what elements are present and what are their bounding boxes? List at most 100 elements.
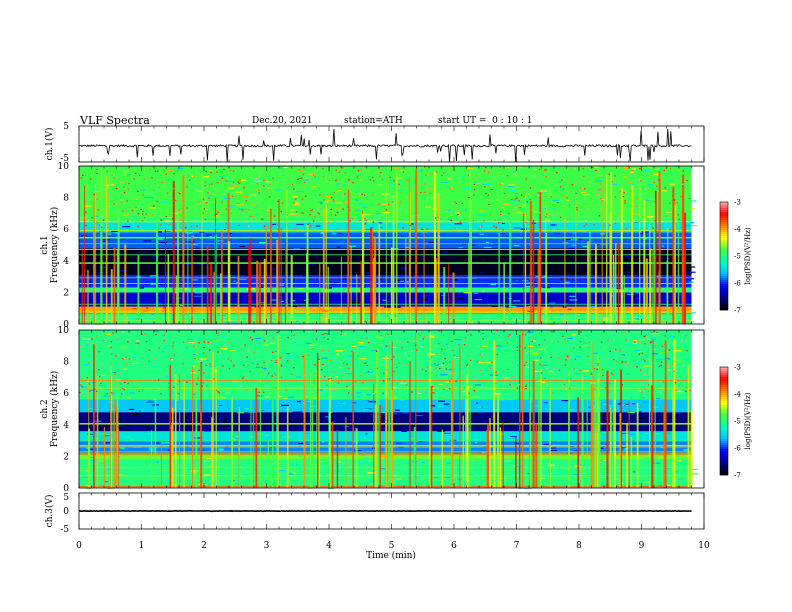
spectrogram-peak [334, 371, 336, 373]
spectrogram-peak [180, 219, 182, 222]
spectrogram-speckle [192, 279, 198, 281]
spectrogram-speckle [323, 333, 329, 335]
spectrogram-speckle [122, 368, 127, 370]
spectrogram-speckle [647, 184, 653, 186]
spectrogram-peak [315, 338, 318, 340]
spectrogram-peak [416, 349, 418, 351]
spectrogram-speckle [449, 280, 453, 282]
spectrogram-speckle [89, 456, 94, 458]
colorbar-step [720, 264, 728, 267]
spectrogram-peak [664, 168, 667, 170]
spectrogram-peak [651, 332, 653, 334]
spectrogram-peak [269, 206, 271, 208]
spectrogram-sferic [187, 173, 189, 324]
spectrogram-speckle [338, 366, 342, 369]
spectrogram-speckle [233, 280, 236, 282]
spectrogram-peak [276, 359, 278, 361]
spectrogram-speckle [514, 227, 521, 229]
spectrogram-sferic [211, 417, 213, 488]
spectrogram-peak [519, 206, 522, 209]
spectrogram-peak [675, 390, 677, 392]
spectrogram-peak [625, 339, 627, 341]
spectrogram-peak [468, 197, 470, 199]
spectrogram-speckle [79, 217, 87, 219]
colorbar-step [720, 240, 728, 243]
spectrogram-sferic [545, 200, 547, 324]
spectrogram-peak [421, 368, 424, 370]
spectrogram-peak [580, 331, 582, 333]
spectrogram-sferic [609, 407, 612, 488]
spectrogram-peak [399, 208, 401, 210]
spectrogram-speckle [484, 169, 492, 171]
spectrogram-peak [173, 200, 175, 202]
spectrogram-peak [97, 209, 100, 211]
spectrogram-speckle [530, 379, 534, 381]
colorbar-step [720, 465, 728, 468]
spectrogram-speckle [584, 273, 587, 275]
spectrogram-speckle [558, 395, 563, 397]
spectrogram-speckle [475, 442, 478, 444]
spectrogram-speckle [162, 469, 166, 471]
colorbar-step [720, 463, 728, 466]
spectrogram-speckle [572, 270, 578, 272]
spectrogram-peak [245, 196, 248, 198]
spectrogram-peak [330, 173, 333, 175]
spectrogram-peak [526, 352, 528, 354]
spectrogram-speckle [317, 389, 323, 391]
spectrogram-speckle [387, 301, 390, 303]
spectrogram-speckle [161, 200, 167, 203]
spectrogram-speckle [645, 432, 652, 434]
spectrogram-speckle [533, 281, 537, 283]
spectrogram-speckle [361, 336, 364, 338]
spectrogram-speckle [448, 178, 452, 180]
spectrogram-peak [262, 218, 264, 220]
spectrogram-peak [479, 369, 482, 371]
spectrogram-peak [379, 175, 381, 177]
colorbar-step [720, 214, 728, 217]
spectrogram-sferic [593, 405, 596, 488]
spectrogram-speckle [223, 267, 228, 269]
colorbar-step [720, 228, 728, 231]
colorbar-step [720, 292, 728, 295]
spectrogram-speckle [283, 397, 288, 400]
spectrogram-speckle [175, 399, 179, 401]
spectrogram-peak [451, 340, 453, 342]
colorbar-step [720, 367, 728, 370]
spectrogram-speckle [583, 375, 587, 377]
spectrogram-speckle [646, 338, 651, 340]
spectrogram-peak [125, 336, 127, 338]
spectrogram-speckle [656, 397, 660, 399]
spectrogram-sferic [435, 258, 437, 324]
spectrogram-speckle [362, 206, 368, 208]
spectrogram-peak [275, 361, 277, 364]
spectrogram-sferic [540, 368, 542, 488]
spectrogram-speckle [459, 368, 464, 370]
spectrogram-speckle [331, 353, 335, 355]
spectrogram-narrowband [79, 230, 692, 231]
spectrogram-speckle [221, 192, 225, 195]
spectrogram-speckle [463, 292, 472, 294]
spectrogram-speckle [566, 238, 571, 240]
spectrogram-speckle [623, 166, 629, 168]
spectrogram-speckle [397, 224, 406, 226]
spectrogram-peak [145, 340, 148, 343]
spectrogram-peak [354, 209, 357, 211]
spectrogram-peak [243, 187, 245, 189]
spectrogram-speckle [682, 436, 688, 438]
spectrogram-peak [322, 194, 325, 196]
spectrogram-peak [96, 336, 98, 338]
spectrogram-speckle [474, 298, 482, 301]
spectrogram-peak [247, 330, 250, 333]
spectrogram-peak [322, 363, 324, 365]
spectrogram-speckle [631, 213, 638, 215]
spectrogram-speckle [164, 172, 167, 174]
spectrogram-speckle [375, 205, 383, 207]
spectrogram-peak [137, 225, 139, 228]
spectrogram-speckle [189, 389, 194, 391]
spectrogram-sferic [502, 421, 504, 488]
spectrogram-speckle [159, 258, 163, 260]
ch1-colorbar: -3-4-5-6-7 log(PSD)(V²/Hz) [719, 199, 752, 315]
spectrogram-speckle [178, 228, 183, 230]
spectrogram-peak [479, 226, 482, 228]
spectrogram-narrowband [79, 486, 692, 487]
